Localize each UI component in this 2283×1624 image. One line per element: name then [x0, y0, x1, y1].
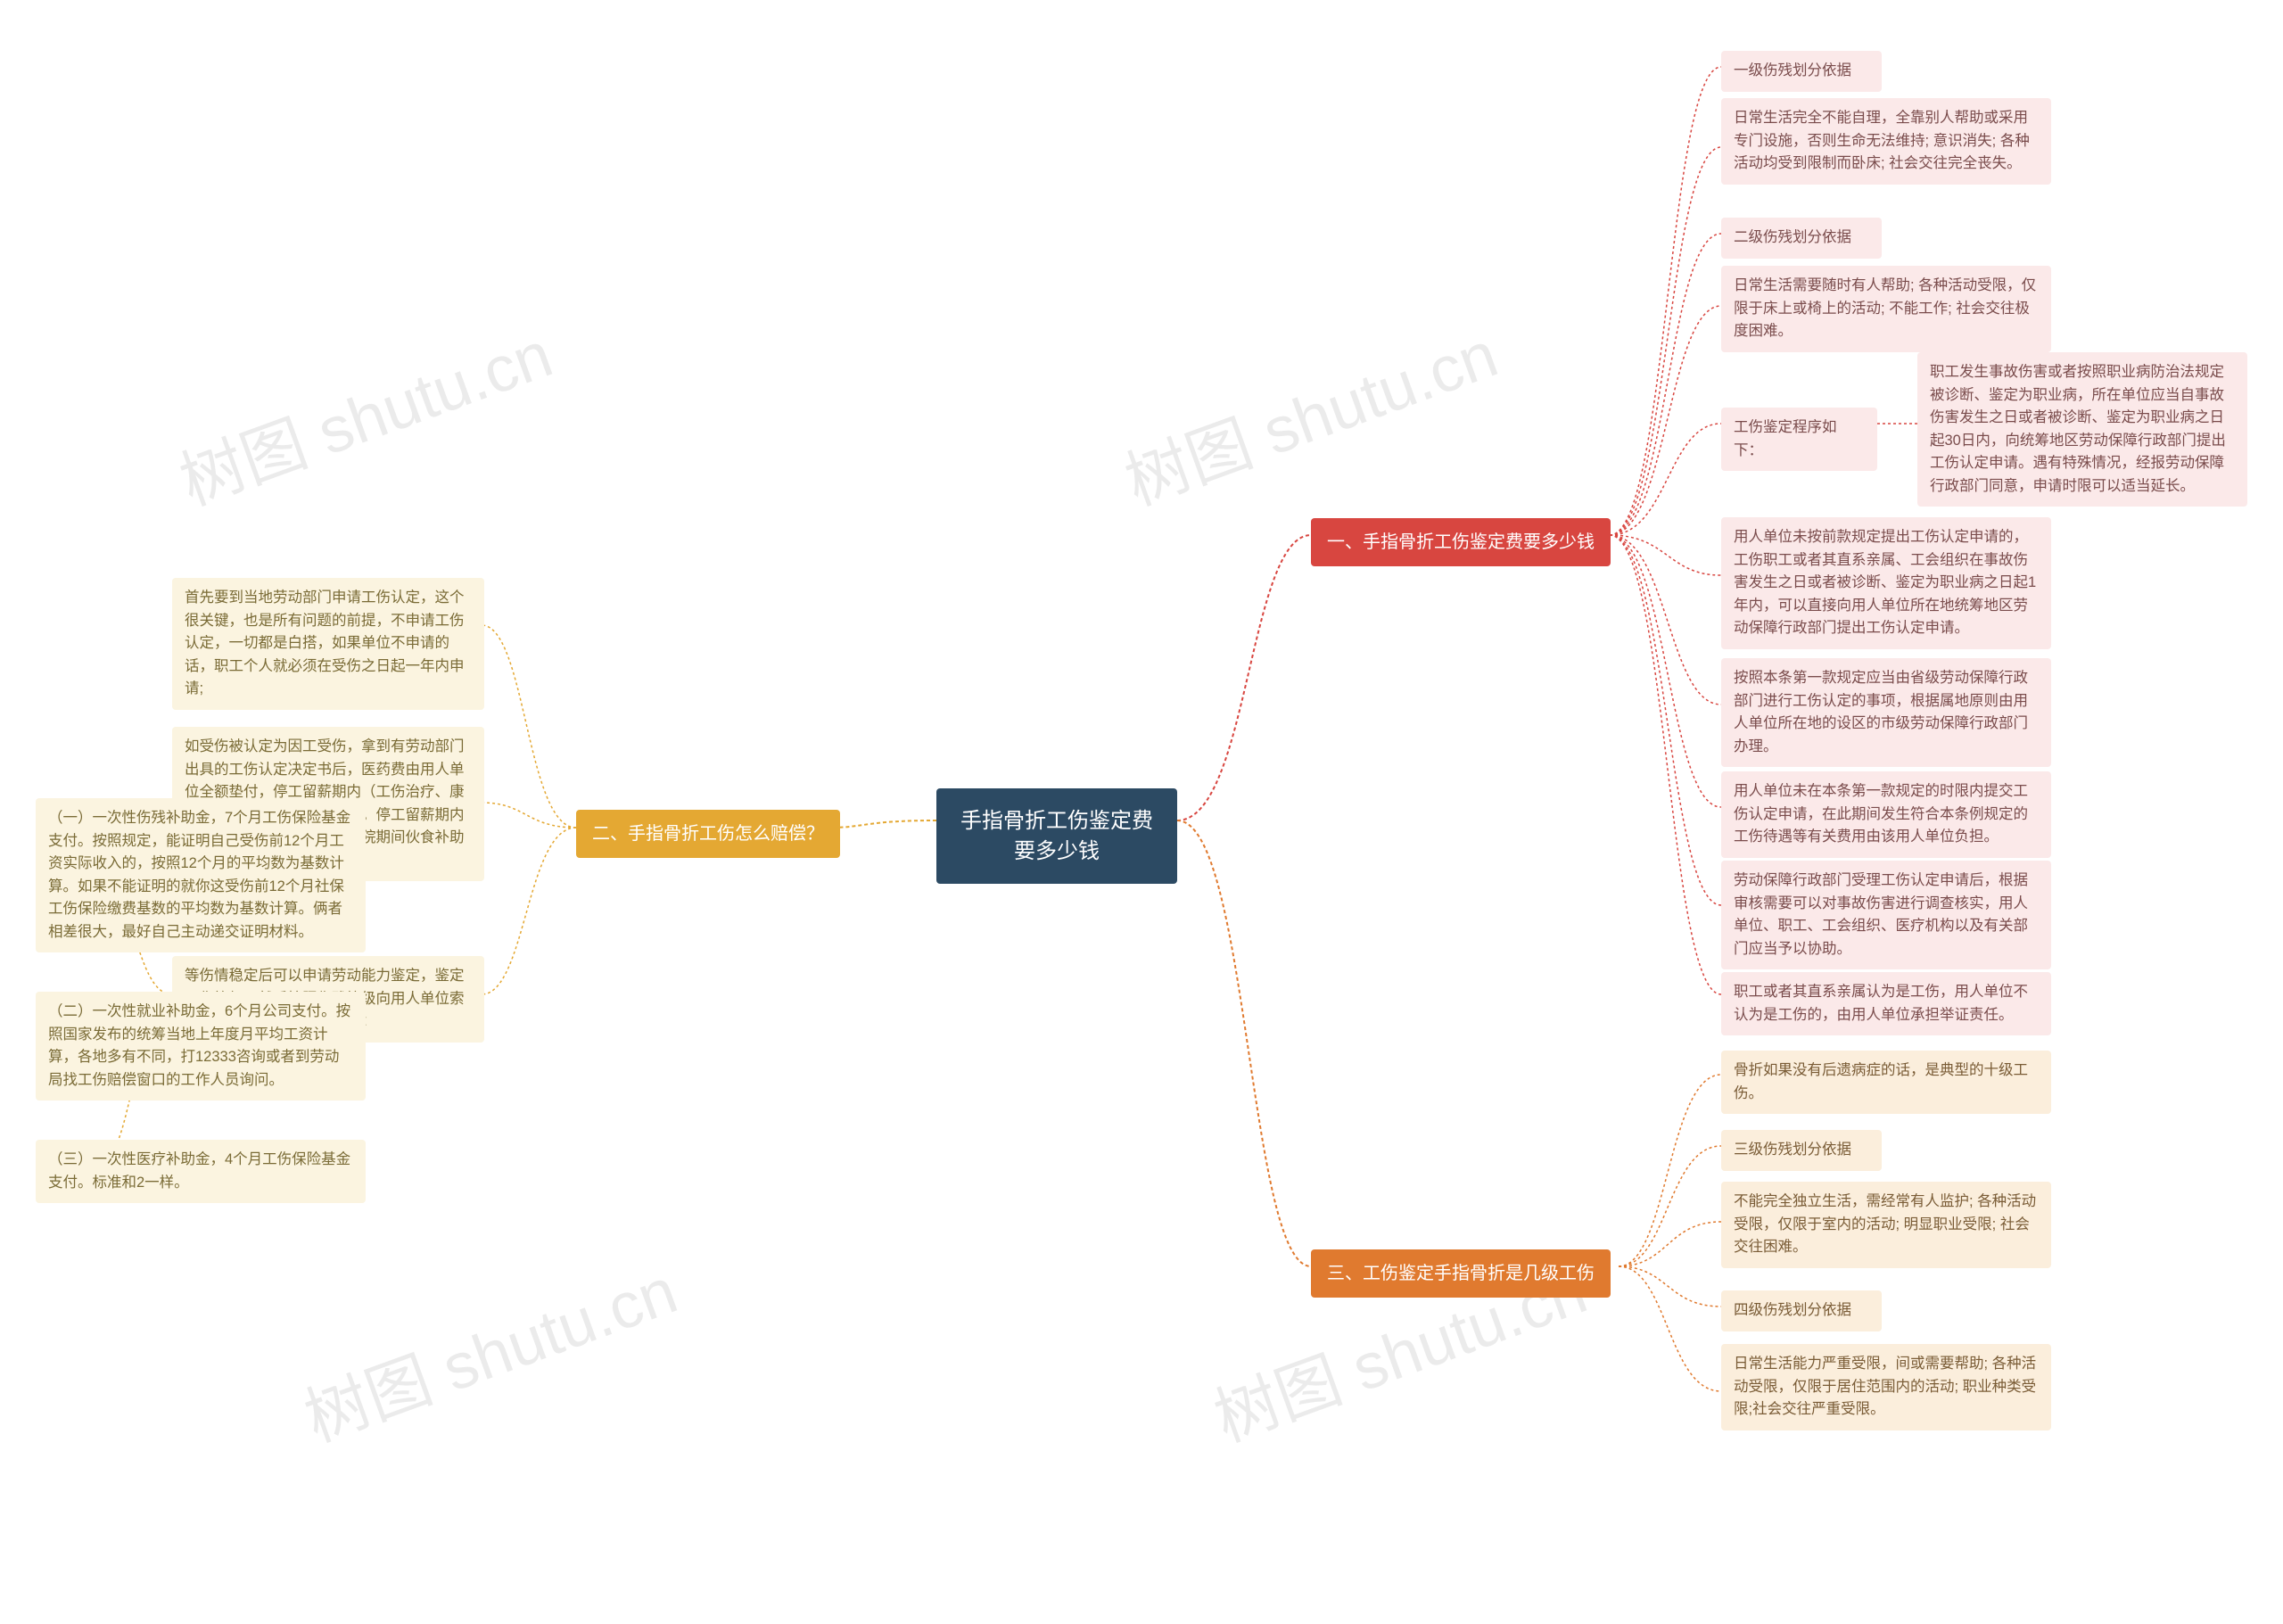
leaf-b1-5l: 工伤鉴定程序如下：	[1721, 408, 1877, 471]
leaf-b2-3a: （一）一次性伤残补助金，7个月工伤保险基金支付。按照规定，能证明自己受伤前12个…	[36, 798, 366, 952]
leaf-b3-1: 骨折如果没有后遗病症的话，是典型的十级工伤。	[1721, 1051, 2051, 1114]
leaf-b1-8: 用人单位未在本条第一款规定的时限内提交工伤认定申请，在此期间发生符合本条例规定的…	[1721, 771, 2051, 858]
leaf-b1-1: 一级伤残划分依据	[1721, 51, 1882, 92]
leaf-b1-5r: 职工发生事故伤害或者按照职业病防治法规定被诊断、鉴定为职业病，所在单位应当自事故…	[1917, 352, 2247, 507]
center-node: 手指骨折工伤鉴定费要多少钱	[936, 788, 1177, 884]
branch-2: 二、手指骨折工伤怎么赔偿？	[576, 810, 840, 858]
watermark: 树图 shutu.cn	[1110, 302, 1508, 523]
watermark: 树图 shutu.cn	[165, 302, 563, 523]
leaf-b1-7: 按照本条第一款规定应当由省级劳动保障行政部门进行工伤认定的事项，根据属地原则由用…	[1721, 658, 2051, 767]
leaf-b3-2: 三级伤残划分依据	[1721, 1130, 1882, 1171]
leaf-b2-3c: （三）一次性医疗补助金，4个月工伤保险基金支付。标准和2一样。	[36, 1140, 366, 1203]
leaf-b1-9: 劳动保障行政部门受理工伤认定申请后，根据审核需要可以对事故伤害进行调查核实，用人…	[1721, 861, 2051, 969]
leaf-b3-3: 不能完全独立生活，需经常有人监护; 各种活动受限，仅限于室内的活动; 明显职业受…	[1721, 1182, 2051, 1268]
leaf-b1-10: 职工或者其直系亲属认为是工伤，用人单位不认为是工伤的，由用人单位承担举证责任。	[1721, 972, 2051, 1035]
leaf-b2-1: 首先要到当地劳动部门申请工伤认定，这个很关键，也是所有问题的前提，不申请工伤认定…	[172, 578, 484, 710]
leaf-b3-4: 四级伤残划分依据	[1721, 1290, 1882, 1331]
watermark: 树图 shutu.cn	[290, 1239, 688, 1460]
leaf-b2-3b: （二）一次性就业补助金，6个月公司支付。按照国家发布的统筹当地上年度月平均工资计…	[36, 992, 366, 1101]
leaf-b3-5: 日常生活能力严重受限，间或需要帮助; 各种活动受限，仅限于居住范围内的活动; 职…	[1721, 1344, 2051, 1430]
leaf-b1-4: 日常生活需要随时有人帮助; 各种活动受限，仅限于床上或椅上的活动; 不能工作; …	[1721, 266, 2051, 352]
leaf-b1-2: 日常生活完全不能自理，全靠别人帮助或采用专门设施，否则生命无法维持; 意识消失;…	[1721, 98, 2051, 185]
branch-1: 一、手指骨折工伤鉴定费要多少钱	[1311, 518, 1611, 566]
leaf-b1-6: 用人单位未按前款规定提出工伤认定申请的，工伤职工或者其直系亲属、工会组织在事故伤…	[1721, 517, 2051, 649]
branch-3: 三、工伤鉴定手指骨折是几级工伤	[1311, 1249, 1611, 1298]
leaf-b1-3: 二级伤残划分依据	[1721, 218, 1882, 259]
